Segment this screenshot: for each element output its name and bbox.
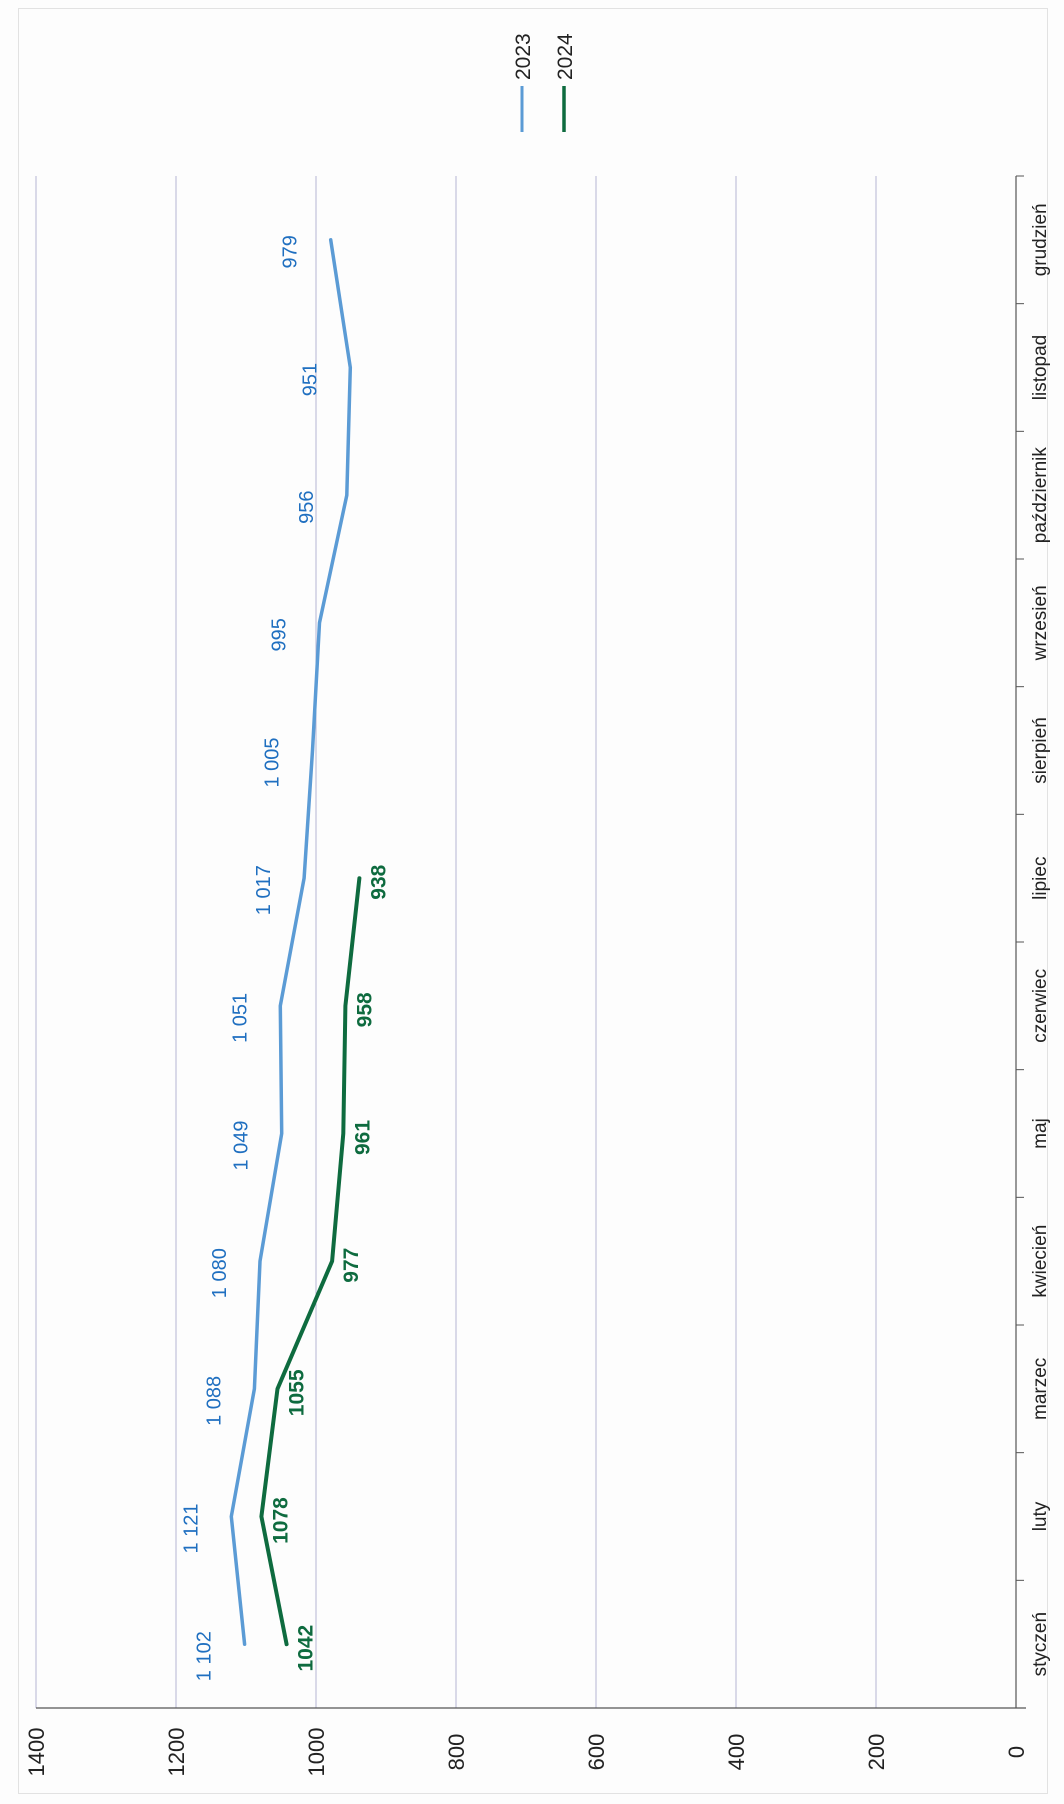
y-tick-label-0: 0 [1004,1746,1029,1758]
data-labels: 1 102 1 121 1 088 1 080 1 049 1 051 1 017 1 005… [180,235,390,1681]
data-label-2024-kwiecień: 977 [340,1248,363,1283]
y-tick-label-1200: 1200 [164,1728,189,1777]
data-label-2023-wrzesień: 995 [269,618,291,651]
data-label-2023-październik: 956 [296,490,318,523]
series-line-2023 [229,238,353,1646]
y-tick-label-400: 400 [724,1734,749,1771]
data-label-2024-lipiec: 938 [367,864,390,899]
data-label-2023-grudzień: 979 [280,235,302,268]
data-label-2024-styczeń: 1042 [295,1625,318,1672]
data-label-2023-lipiec: 1 017 [253,865,275,915]
y-tick-label-800: 800 [444,1734,469,1771]
x-tick-label-grudzień: grudzień [1030,203,1051,276]
data-label-2024-luty: 1078 [269,1497,292,1544]
series-lines [229,238,362,1647]
data-label-2023-maj: 1 049 [231,1120,253,1170]
x-tick-label-styczeń: styczeń [1030,1612,1051,1676]
x-tick-label-czerwiec: czerwiec [1030,969,1051,1043]
legend: 2023 2024 [512,33,577,132]
gridlines [35,176,877,1708]
x-tick-label-sierpień: sierpień [1030,717,1051,784]
data-label-2024-maj: 961 [351,1120,374,1155]
x-tick-label-luty: luty [1030,1501,1051,1531]
page-border [18,8,1048,1794]
x-tick-label-październik: październik [1030,447,1051,544]
data-label-2024-marzec: 1055 [286,1369,309,1416]
data-label-2023-luty: 1 121 [180,1503,202,1553]
data-label-2023-listopad: 951 [299,363,321,396]
x-tick-label-marzec: marzec [1030,1358,1051,1420]
data-label-2023-marzec: 1 088 [203,1376,225,1426]
legend-label-2023: 2023 [512,33,535,80]
data-label-2023-sierpień: 1 005 [262,737,284,787]
x-tick-label-wrzesień: wrzesień [1030,585,1051,661]
axes: 0 200 400 600 800 1000 1200 1400 styczeń luty marz… [24,175,1051,1777]
x-tick-label-maj: maj [1030,1118,1051,1149]
x-tick-label-listopad: listopad [1030,335,1051,401]
x-tick-label-kwiecień: kwiecień [1030,1225,1051,1298]
y-tick-label-600: 600 [584,1734,609,1771]
data-label-2023-styczeń: 1 102 [194,1631,216,1681]
y-tick-label-1000: 1000 [304,1728,329,1777]
data-label-2024-czerwiec: 958 [353,992,376,1027]
x-tick-label-lipiec: lipiec [1030,857,1051,900]
data-label-2023-kwiecień: 1 080 [209,1248,231,1298]
legend-label-2024: 2024 [554,33,577,80]
y-tick-label-1400: 1400 [24,1728,49,1777]
y-tick-label-200: 200 [864,1734,889,1771]
data-label-2023-czerwiec: 1 051 [229,993,251,1043]
